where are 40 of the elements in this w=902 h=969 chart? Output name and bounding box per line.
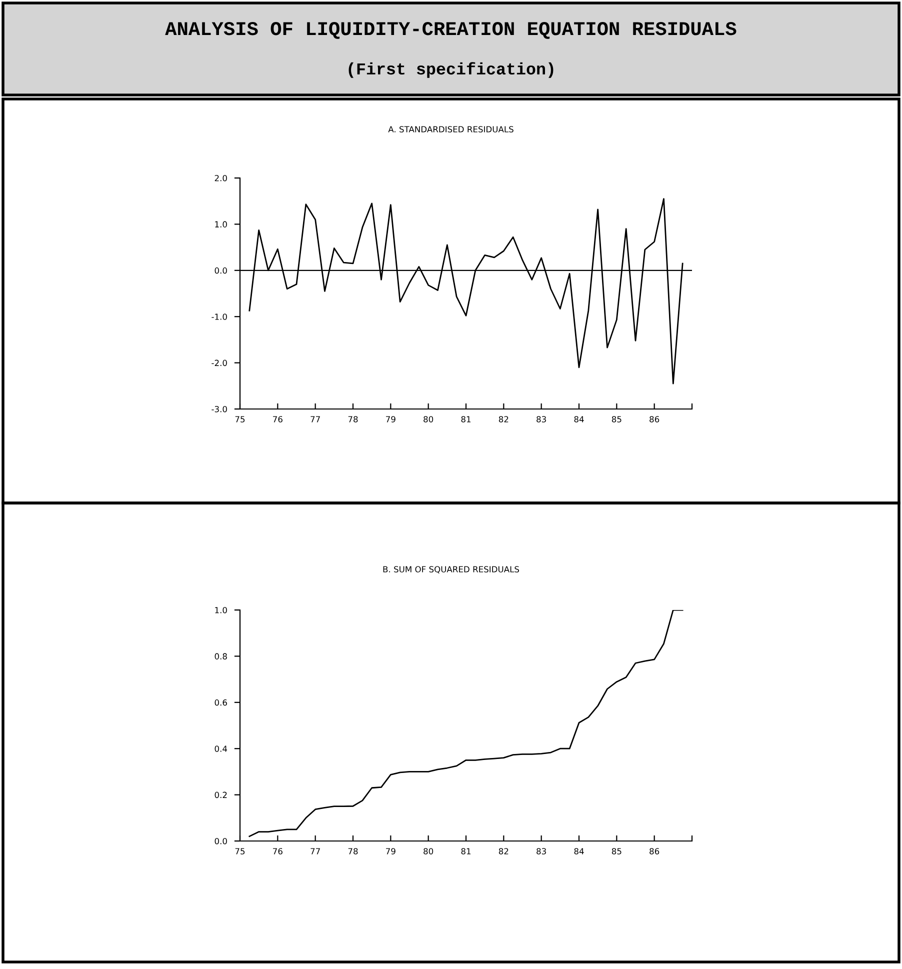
y-tick-label: 0.2 bbox=[214, 792, 227, 798]
y-tick-label: 0.0 bbox=[214, 267, 227, 274]
chart-title: A. STANDARDISED RESIDUALS bbox=[388, 126, 514, 132]
y-tick-label: -3.0 bbox=[212, 406, 227, 412]
x-tick-label: 79 bbox=[386, 848, 396, 854]
x-tick-label: 75 bbox=[235, 848, 245, 854]
text: ANALYSIS OF LIQUIDITY-CREATION EQUATION RESIDUALS bbox=[165, 22, 736, 39]
x-tick-label: 80 bbox=[424, 416, 434, 422]
x-tick-label: 81 bbox=[461, 416, 471, 422]
y-tick-label: 1.0 bbox=[215, 221, 227, 228]
x-tick-label: 83 bbox=[536, 848, 546, 854]
y-tick-label: 1.0 bbox=[215, 606, 227, 614]
text: (First specification) bbox=[348, 62, 554, 78]
x-tick-label: 82 bbox=[498, 416, 508, 422]
x-tick-label: 80 bbox=[424, 848, 434, 854]
y-tick-label: 0.0 bbox=[214, 838, 227, 844]
x-tick-label: 79 bbox=[386, 416, 396, 422]
x-tick-label: 78 bbox=[348, 848, 358, 854]
x-tick-label: 76 bbox=[273, 416, 282, 422]
x-tick-label: 85 bbox=[612, 848, 622, 854]
x-tick-label: 77 bbox=[310, 848, 320, 854]
y-tick-label: 2.0 bbox=[214, 174, 227, 182]
x-tick-label: 81 bbox=[461, 848, 471, 854]
x-tick-label: 78 bbox=[348, 416, 358, 422]
x-tick-label: 76 bbox=[273, 848, 282, 854]
x-tick-label: 84 bbox=[574, 848, 584, 854]
y-tick-label: -1.0 bbox=[212, 314, 227, 320]
y-tick-label: 0.6 bbox=[214, 699, 227, 706]
x-tick-label: 83 bbox=[536, 416, 546, 422]
x-tick-label: 75 bbox=[235, 416, 245, 422]
x-tick-label: 86 bbox=[650, 416, 660, 422]
y-tick-label: 0.8 bbox=[214, 653, 227, 660]
x-tick-label: 77 bbox=[310, 416, 320, 422]
x-tick-label: 85 bbox=[612, 416, 622, 422]
y-tick-label: -2.0 bbox=[212, 360, 227, 366]
x-tick-label: 86 bbox=[650, 848, 660, 854]
chart-title: B. SUM OF SQUARED RESIDUALS bbox=[383, 566, 520, 574]
y-tick-label: 0.4 bbox=[214, 746, 228, 752]
x-tick-label: 84 bbox=[574, 416, 584, 422]
x-tick-label: 82 bbox=[498, 848, 508, 854]
